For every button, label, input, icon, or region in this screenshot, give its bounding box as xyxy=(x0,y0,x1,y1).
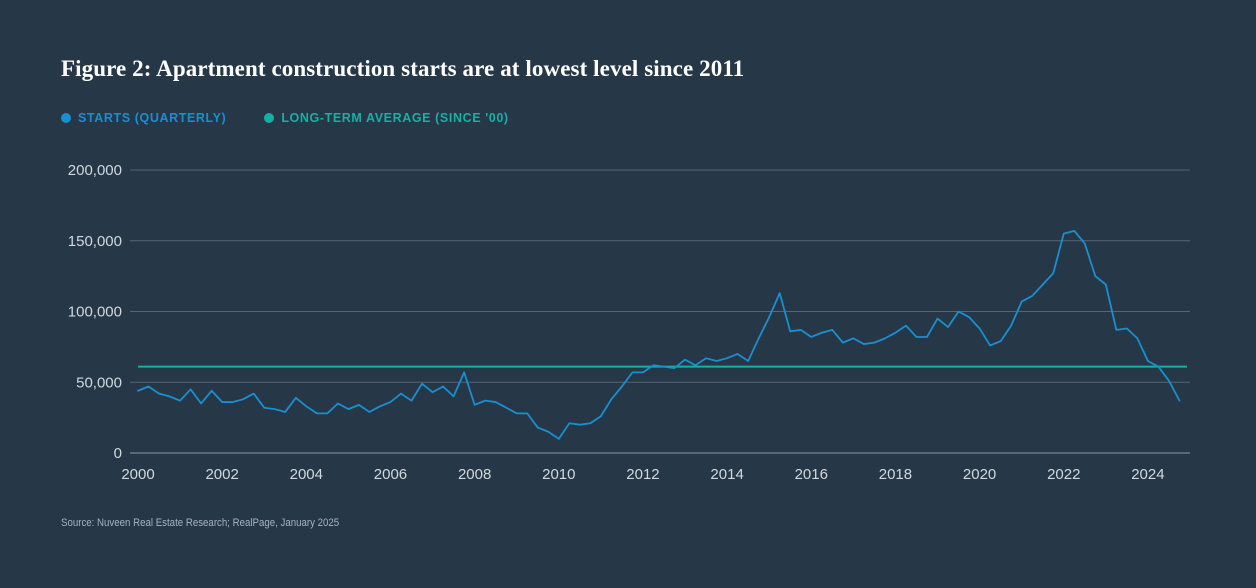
chart-title: Figure 2: Apartment construction starts … xyxy=(61,56,745,81)
y-tick-label: 0 xyxy=(114,445,122,462)
legend-dot-average xyxy=(264,113,275,123)
legend-label-starts: STARTS (QUARTERLY) xyxy=(78,111,227,125)
y-tick-label: 150,000 xyxy=(68,233,122,250)
x-tick-label: 2002 xyxy=(205,466,238,483)
x-tick-label: 2020 xyxy=(963,466,996,483)
x-tick-label: 2014 xyxy=(710,466,743,483)
legend-item-starts: STARTS (QUARTERLY) xyxy=(61,111,226,125)
legend-label-average: LONG-TERM AVERAGE (SINCE '00) xyxy=(281,111,509,125)
x-tick-label: 2008 xyxy=(458,466,491,483)
x-tick-label: 2024 xyxy=(1131,466,1164,483)
x-axis-tick-labels: 2000 2002 2004 2006 2008 2010 2012 2014 2016 2018… xyxy=(121,466,1164,483)
x-tick-label: 2000 xyxy=(121,466,154,483)
x-tick-label: 2004 xyxy=(290,466,323,483)
y-tick-label: 100,000 xyxy=(68,304,122,321)
x-tick-label: 2012 xyxy=(626,466,659,483)
x-tick-label: 2018 xyxy=(879,466,912,483)
y-tick-label: 200,000 xyxy=(68,162,122,179)
x-tick-label: 2022 xyxy=(1047,466,1080,483)
legend-dot-starts xyxy=(61,113,71,123)
series-line-starts-quarterly xyxy=(137,229,1181,440)
y-axis-tick-labels: 0 50,000 100,000 150,000 200,000 xyxy=(68,162,122,462)
source-note: Source: Nuveen Real Estate Research; Rea… xyxy=(61,517,340,529)
y-tick-label: 50,000 xyxy=(76,374,122,391)
series-layer xyxy=(137,229,1187,440)
chart-legend: STARTS (QUARTERLY) LONG-TERM AVERAGE (SI… xyxy=(61,111,509,125)
x-tick-label: 2006 xyxy=(374,466,407,483)
legend-item-average: LONG-TERM AVERAGE (SINCE '00) xyxy=(264,111,508,125)
x-tick-label: 2010 xyxy=(542,466,575,483)
gridlines xyxy=(130,169,1190,454)
x-tick-label: 2016 xyxy=(795,466,828,483)
